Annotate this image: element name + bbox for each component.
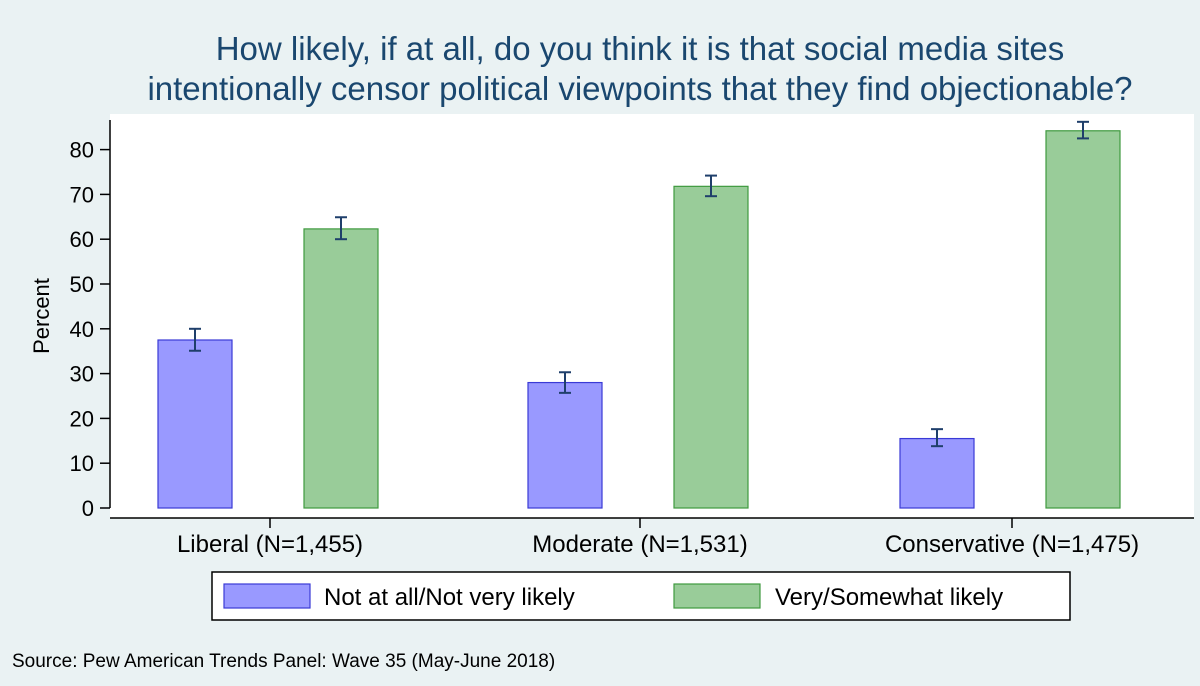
chart-title: How likely, if at all, do you think it i… — [147, 30, 1132, 107]
error-bar — [189, 327, 201, 352]
y-axis-label: Percent — [29, 278, 54, 354]
plot-area — [110, 114, 1194, 518]
bar-not-likely-2 — [899, 437, 975, 509]
legend: Not at all/Not very likely Very/Somewhat… — [211, 571, 1071, 621]
bar-likely-2 — [1045, 130, 1121, 509]
source-note: Source: Pew American Trends Panel: Wave … — [12, 651, 555, 672]
bar-not-likely-1 — [527, 381, 603, 509]
y-tick-label: 20 — [70, 406, 94, 431]
x-tick-label: Moderate (N=1,531) — [532, 531, 747, 558]
y-axis: 0 10 20 30 40 50 60 70 80 — [70, 120, 111, 521]
legend-label-likely: Very/Somewhat likely — [775, 584, 1003, 611]
chart-title-line-2: intentionally censor political viewpoint… — [147, 70, 1132, 107]
bar-likely-0 — [303, 228, 379, 509]
bar-likely-1 — [673, 185, 749, 509]
bar-not-likely-0 — [157, 339, 233, 509]
error-bar — [335, 216, 347, 241]
error-bar — [931, 428, 943, 448]
y-tick-label: 40 — [70, 317, 94, 342]
legend-box — [211, 571, 1071, 621]
y-tick-label: 0 — [82, 496, 94, 521]
error-bars-group — [189, 120, 1089, 448]
error-bar — [1077, 120, 1089, 140]
y-tick-label: 30 — [70, 362, 94, 387]
y-tick-label: 70 — [70, 182, 94, 207]
x-axis-ticks: Liberal (N=1,455) Moderate (N=1,531) Conse… — [177, 518, 1139, 558]
legend-swatch-likely — [673, 583, 761, 609]
x-tick-label: Liberal (N=1,455) — [177, 531, 363, 558]
error-bar — [559, 371, 571, 394]
error-bar — [705, 174, 717, 198]
x-tick-label: Conservative (N=1,475) — [885, 531, 1139, 558]
y-tick-label: 60 — [70, 227, 94, 252]
legend-label-not-likely: Not at all/Not very likely — [324, 584, 575, 611]
y-tick-label: 10 — [70, 451, 94, 476]
chart-title-line-1: How likely, if at all, do you think it i… — [216, 30, 1065, 67]
bars-group — [157, 130, 1121, 509]
y-tick-label: 50 — [70, 272, 94, 297]
y-tick-label: 80 — [70, 138, 94, 163]
legend-swatch-not-likely — [223, 583, 311, 609]
